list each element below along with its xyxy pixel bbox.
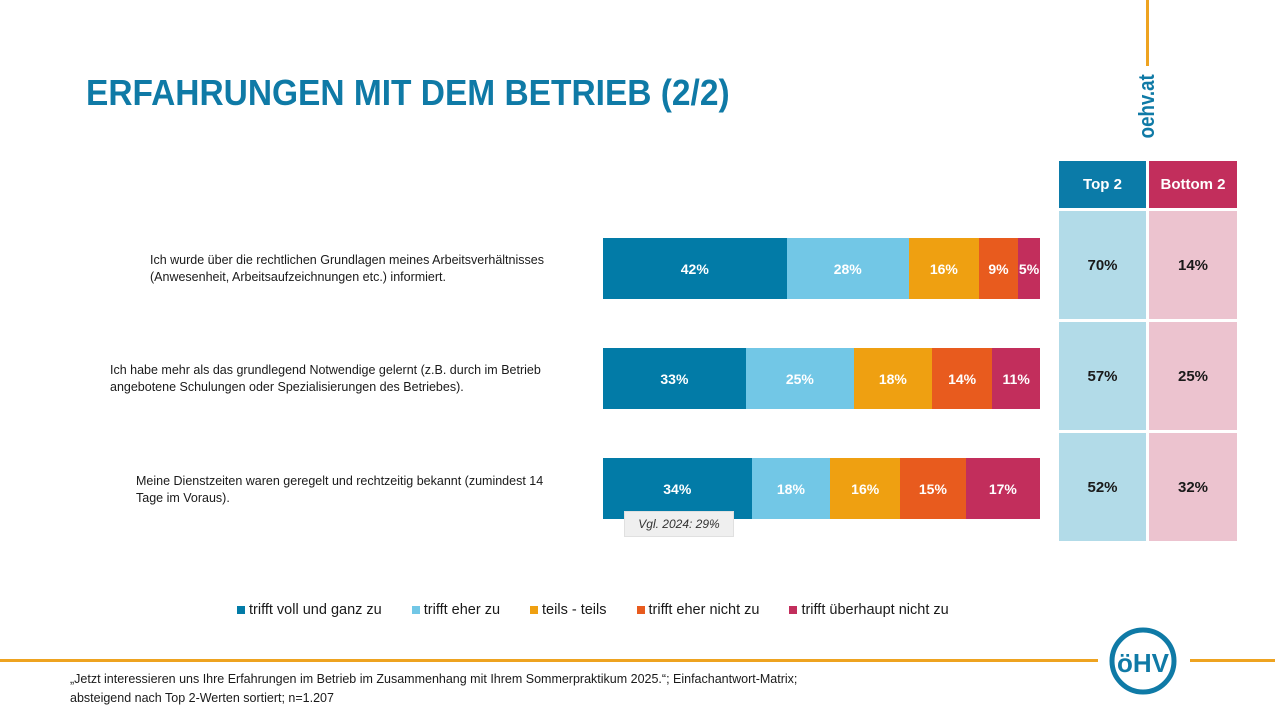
legend-swatch-1 xyxy=(237,606,245,614)
legend-swatch-2 xyxy=(411,606,420,614)
table-cell-top2-1: 70% xyxy=(1059,211,1146,319)
brand-url-text: oehv.at xyxy=(1134,73,1159,139)
table-header-bottom2: Bottom 2 xyxy=(1149,161,1237,208)
footnote: „Jetzt interessieren uns Ihre Erfahrunge… xyxy=(70,670,797,708)
table-cell-top2-3: 52% xyxy=(1059,433,1146,541)
data-label-2-2: 25% xyxy=(785,370,814,387)
bar-segment-2-5: 11% xyxy=(992,348,1040,409)
data-label-1-4: 9% xyxy=(988,260,1009,277)
question-label-3-line2: Tage im Voraus). xyxy=(136,491,230,505)
question-label-1: Ich wurde über die rechtlichen Grundlage… xyxy=(150,252,544,286)
oehv-logo-icon: öHV xyxy=(1109,627,1177,695)
data-label-1-3: 16% xyxy=(929,260,958,277)
bar-segment-3-5: 17% xyxy=(965,458,1040,519)
legend-item-5: trifft überhaupt nicht zu xyxy=(789,602,949,618)
question-label-2: Ich habe mehr als das grundlegend Notwen… xyxy=(110,362,541,396)
question-label-2-line1: Ich habe mehr als das grundlegend Notwen… xyxy=(110,363,541,377)
question-label-1-line2: (Anwesenheit, Arbeitsaufzeichnungen etc.… xyxy=(150,270,446,284)
footnote-line1: „Jetzt interessieren uns Ihre Erfahrunge… xyxy=(70,672,798,686)
table-cell-bottom2-1: 14% xyxy=(1149,211,1237,319)
bar-segment-3-1: 34% xyxy=(603,458,752,519)
bar-segment-1-3: 16% xyxy=(908,238,979,299)
data-label-2-1: 33% xyxy=(660,370,689,387)
comparison-note: Vgl. 2024: 29% xyxy=(624,511,734,537)
legend-label-5: trifft überhaupt nicht zu xyxy=(801,602,949,618)
data-label-1-1: 42% xyxy=(680,260,709,277)
legend-item-2: trifft eher zu xyxy=(411,602,501,618)
bar-segment-1-4: 9% xyxy=(978,238,1019,299)
footnote-line2: absteigend nach Top 2-Werten sortiert; n… xyxy=(70,691,334,705)
legend-swatch-3 xyxy=(530,606,539,614)
table-cell-bottom2-2: 25% xyxy=(1149,322,1237,430)
footer-divider-left xyxy=(0,659,1098,662)
brand-divider-top xyxy=(1146,0,1149,66)
data-label-3-3: 16% xyxy=(851,480,880,497)
table-cell-top2-2: 57% xyxy=(1059,322,1146,430)
stacked-bar-3: 34% 18% 16% 15% 17% xyxy=(603,458,1040,519)
question-label-3: Meine Dienstzeiten waren geregelt und re… xyxy=(136,473,543,507)
legend-item-3: teils - teils xyxy=(530,602,607,618)
bar-segment-3-4: 15% xyxy=(900,458,966,519)
legend-label-2: trifft eher zu xyxy=(423,602,501,618)
legend-item-1: trifft voll und ganz zu xyxy=(237,602,382,618)
legend-swatch-4 xyxy=(636,606,645,614)
bar-segment-2-4: 14% xyxy=(931,348,993,409)
bar-segment-3-2: 18% xyxy=(751,458,831,519)
question-label-3-line1: Meine Dienstzeiten waren geregelt und re… xyxy=(136,474,544,488)
legend-label-3: teils - teils xyxy=(542,602,607,618)
chart-legend: trifft voll und ganz zu trifft eher zu t… xyxy=(237,602,979,618)
footer-divider-right xyxy=(1190,659,1275,662)
data-label-2-4: 14% xyxy=(948,370,977,387)
logo-ring xyxy=(1109,627,1177,695)
data-label-2-5: 11% xyxy=(1002,370,1030,387)
legend-label-1: trifft voll und ganz zu xyxy=(249,602,382,618)
data-label-3-5: 17% xyxy=(988,480,1017,497)
data-label-3-4: 15% xyxy=(918,480,947,497)
bar-segment-3-3: 16% xyxy=(830,458,901,519)
question-label-1-line1: Ich wurde über die rechtlichen Grundlage… xyxy=(150,253,544,267)
table-cell-bottom2-3: 32% xyxy=(1149,433,1237,541)
page-title: ERFAHRUNGEN MIT DEM BETRIEB (2/2) xyxy=(86,72,730,113)
bar-segment-1-2: 28% xyxy=(786,238,909,299)
data-label-1-2: 28% xyxy=(833,260,862,277)
stacked-bar-1: 42% 28% 16% 9% 5% xyxy=(603,238,1040,299)
data-label-1-5: 5% xyxy=(1018,260,1040,277)
bar-segment-2-2: 25% xyxy=(745,348,854,409)
question-label-2-line2: angebotene Schulungen oder Spezialisieru… xyxy=(110,380,464,394)
legend-item-4: trifft eher nicht zu xyxy=(636,602,760,618)
table-header-top2: Top 2 xyxy=(1059,161,1146,208)
bar-segment-1-5: 5% xyxy=(1018,238,1040,299)
data-label-2-3: 18% xyxy=(878,370,907,387)
legend-label-4: trifft eher nicht zu xyxy=(648,602,760,618)
legend-swatch-5 xyxy=(789,606,798,614)
data-label-3-1: 34% xyxy=(663,480,692,497)
bar-segment-1-1: 42% xyxy=(603,238,787,299)
logo-text: öHV xyxy=(1117,648,1170,678)
data-label-3-2: 18% xyxy=(776,480,805,497)
bar-segment-2-1: 33% xyxy=(603,348,746,409)
bar-segment-2-3: 18% xyxy=(853,348,932,409)
stacked-bar-2: 33% 25% 18% 14% 11% xyxy=(603,348,1040,409)
brand-url: oehv.at xyxy=(1132,73,1162,139)
